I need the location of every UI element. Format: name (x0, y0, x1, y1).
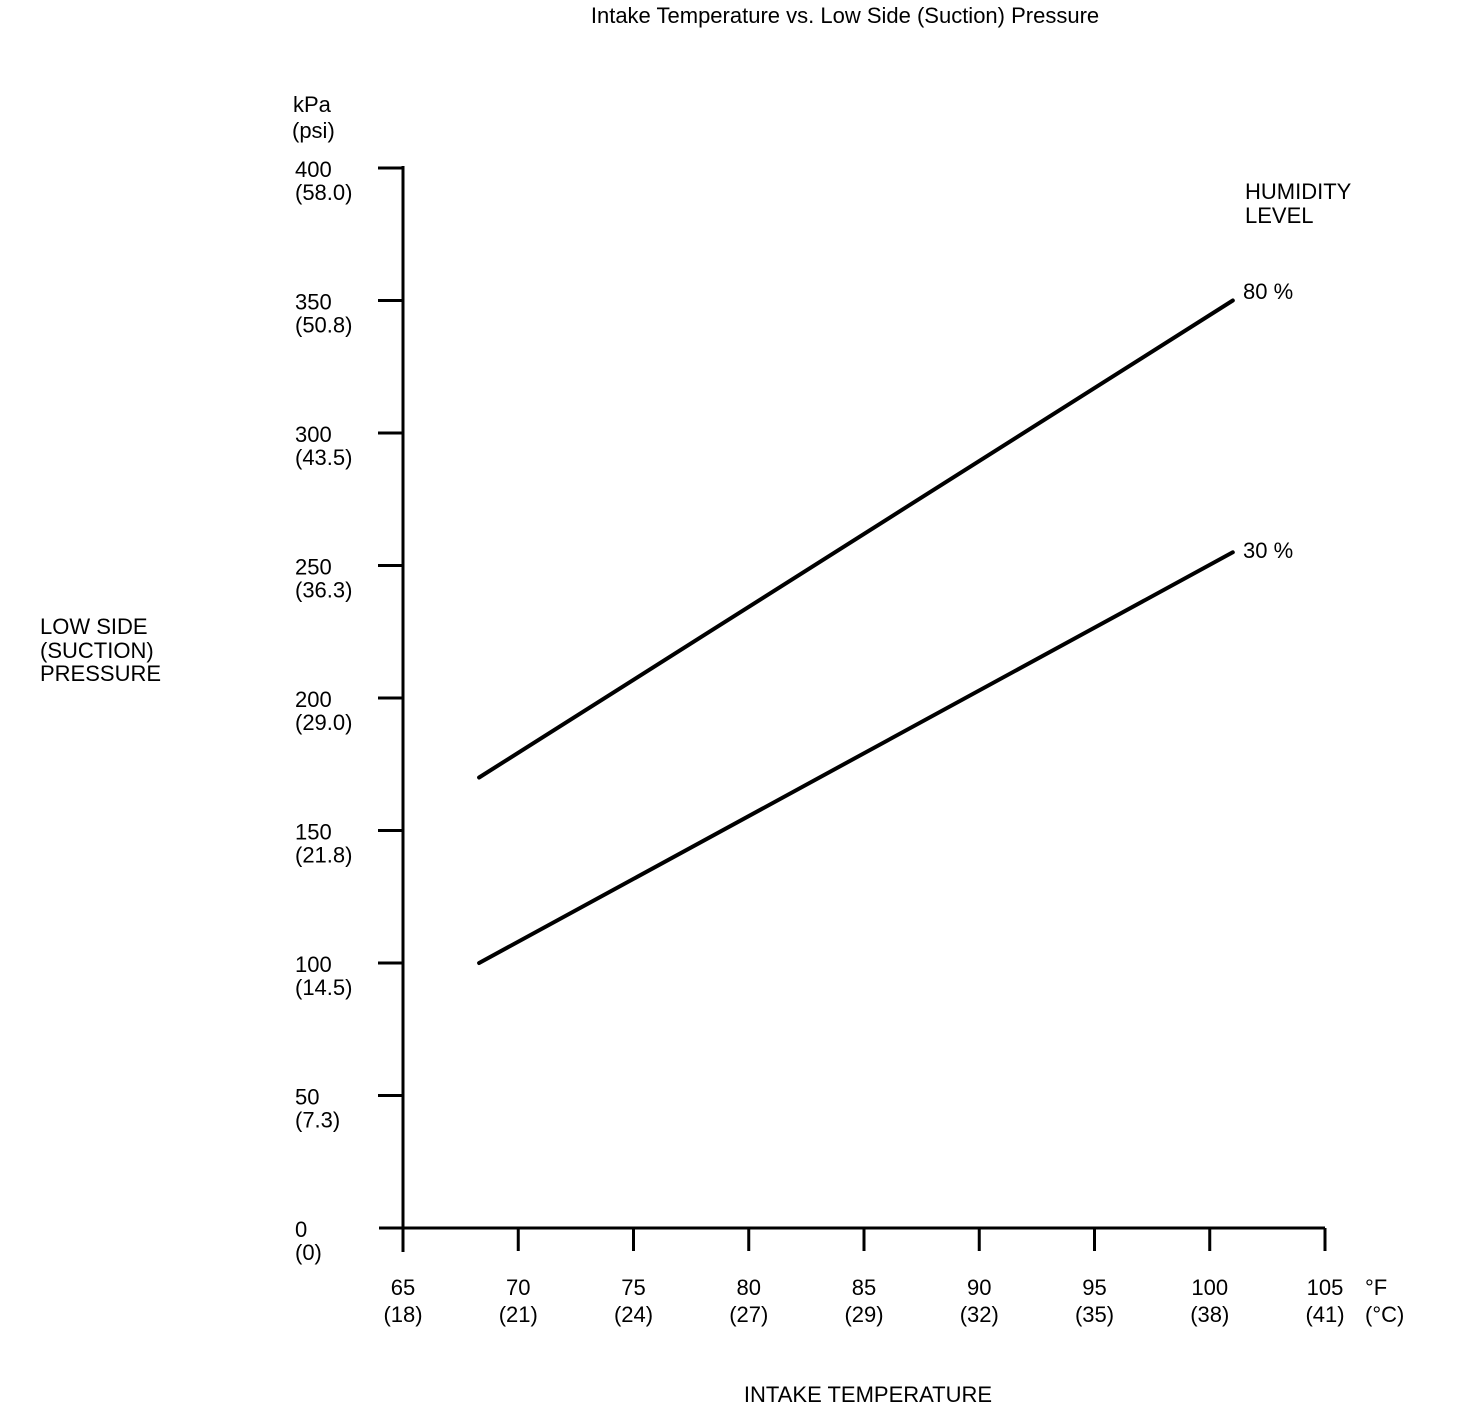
y-tick-label-0-kpa: 0 (295, 1217, 307, 1242)
y-tick-label-150-psi: (21.8) (295, 843, 352, 868)
x-tick-label-105-f: 105 (1307, 1275, 1344, 1300)
y-tick-label-100-psi: (14.5) (295, 975, 352, 1000)
x-tick-label-95-f: 95 (1082, 1275, 1106, 1300)
x-tick-label-85-f: 85 (852, 1275, 876, 1300)
series-lines (477, 298, 1235, 965)
x-tick-label-90-f: 90 (967, 1275, 991, 1300)
y-axis-unit-psi: (psi) (292, 118, 335, 143)
x-tick-label-70-c: (21) (499, 1302, 538, 1327)
series-line-30-percent (477, 550, 1235, 965)
y-tick-label-250-kpa: 250 (295, 555, 332, 580)
x-tick-label-90-c: (32) (960, 1302, 999, 1327)
y-tick-label-350-psi: (50.8) (295, 313, 352, 338)
y-tick-label-50-psi: (7.3) (295, 1108, 340, 1133)
legend-title-line-2: LEVEL (1245, 203, 1314, 228)
y-tick-label-100-kpa: 100 (295, 952, 332, 977)
x-tick-label-75-f: 75 (621, 1275, 645, 1300)
x-tick-label-65-c: (18) (383, 1302, 422, 1327)
y-axis-title-line-1: LOW SIDE (40, 614, 148, 639)
y-tick-label-50-kpa: 50 (295, 1085, 319, 1110)
y-tick-label-400-kpa: 400 (295, 157, 332, 182)
x-tick-label-75-c: (24) (614, 1302, 653, 1327)
x-tick-label-80-f: 80 (737, 1275, 761, 1300)
x-axis-title: INTAKE TEMPERATURE (744, 1382, 992, 1407)
x-axis-unit-c: (°C) (1365, 1302, 1404, 1327)
y-tick-label-200-kpa: 200 (295, 687, 332, 712)
y-tick-label-200-psi: (29.0) (295, 710, 352, 735)
y-tick-label-300-psi: (43.5) (295, 445, 352, 470)
x-tick-label-95-c: (35) (1075, 1302, 1114, 1327)
x-tick-label-105-c: (41) (1305, 1302, 1344, 1327)
y-tick-label-300-kpa: 300 (295, 422, 332, 447)
series-label-80-percent: 80 % (1243, 279, 1293, 304)
x-tick-label-100-c: (38) (1190, 1302, 1229, 1327)
x-tick-label-80-c: (27) (729, 1302, 768, 1327)
y-tick-label-150-kpa: 150 (295, 820, 332, 845)
legend-title-line-1: HUMIDITY (1245, 179, 1352, 204)
x-tick-label-100-f: 100 (1191, 1275, 1228, 1300)
y-axis-unit-kpa: kPa (293, 92, 332, 117)
y-axis-title-line-3: PRESSURE (40, 661, 161, 686)
y-tick-label-400-psi: (58.0) (295, 180, 352, 205)
x-tick-label-85-c: (29) (844, 1302, 883, 1327)
chart-axes (379, 166, 1325, 1252)
chart-title: Intake Temperature vs. Low Side (Suction… (591, 3, 1099, 28)
y-tick-label-350-kpa: 350 (295, 290, 332, 315)
y-tick-label-250-psi: (36.3) (295, 578, 352, 603)
series-line-80-percent (477, 298, 1235, 780)
y-tick-label-0-psi: (0) (295, 1240, 322, 1265)
axis-tick-labels: 400(58.0)350(50.8)300(43.5)250(36.3)200(… (295, 157, 1345, 1327)
y-axis-title-line-2: (SUCTION) (40, 638, 154, 663)
x-axis-unit-f: °F (1365, 1275, 1387, 1300)
axis-ticks (378, 166, 1327, 1251)
x-tick-label-70-f: 70 (506, 1275, 530, 1300)
series-label-30-percent: 30 % (1243, 538, 1293, 563)
x-tick-label-65-f: 65 (391, 1275, 415, 1300)
